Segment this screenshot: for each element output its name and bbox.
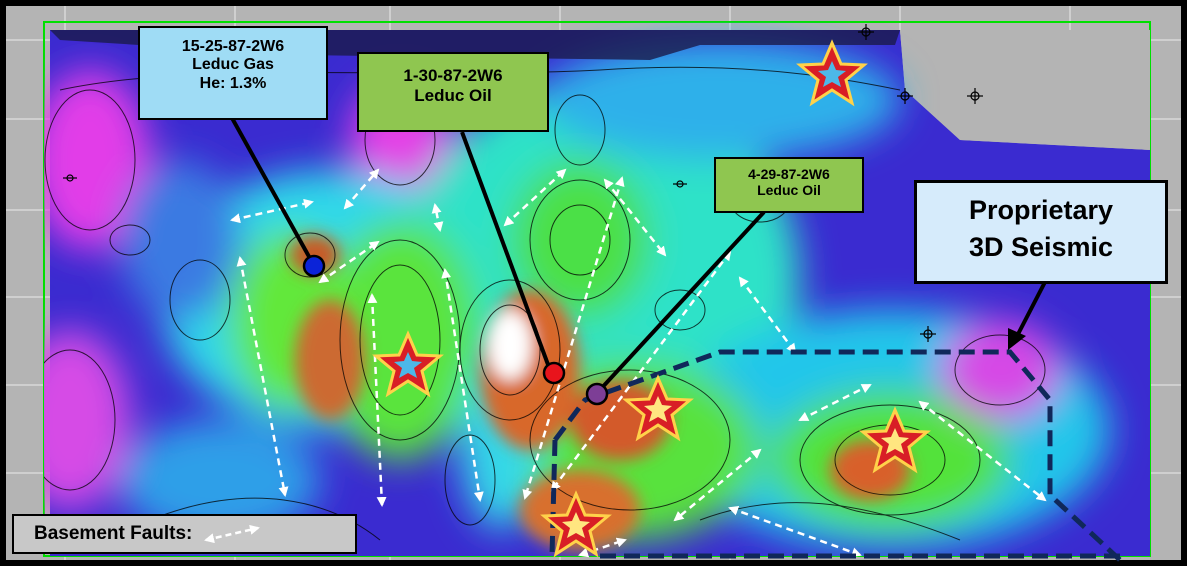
- prospect-stars: [372, 39, 931, 558]
- seismic-leader: [1013, 281, 1047, 341]
- proprietary-seismic-label: Proprietary 3D Seismic: [914, 180, 1168, 284]
- fault-arrow-icon: [204, 524, 261, 544]
- seismic-label-line2: 3D Seismic: [968, 232, 1114, 263]
- basement-fault-arrows: [230, 168, 1047, 558]
- legend-label: Basement Faults:: [34, 523, 193, 544]
- callout-leaders: [230, 117, 766, 394]
- well-name: 1-30-87-2W6: [403, 66, 503, 85]
- well-dot-1-30[interactable]: [542, 361, 566, 385]
- well-dot-15-25[interactable]: [302, 254, 326, 278]
- well-callout-15-25: 15-25-87-2W6 Leduc Gas He: 1.3%: [138, 26, 328, 120]
- well-type: Leduc Oil: [757, 182, 821, 199]
- well-dot-4-29[interactable]: [585, 382, 609, 406]
- well-type: Leduc Gas: [192, 56, 274, 74]
- seismic-survey-outline: [549, 349, 1122, 562]
- legend: Basement Faults:: [12, 514, 357, 554]
- well-extra: He: 1.3%: [199, 74, 267, 92]
- well-callout-4-29: 4-29-87-2W6 Leduc Oil: [714, 157, 864, 213]
- well-symbols: [63, 24, 983, 342]
- well-name: 15-25-87-2W6: [181, 38, 285, 55]
- well-type: Leduc Oil: [414, 85, 492, 105]
- well-name: 4-29-87-2W6: [748, 166, 830, 182]
- seismic-label-line1: Proprietary: [968, 195, 1114, 225]
- well-callout-1-30: 1-30-87-2W6 Leduc Oil: [357, 52, 549, 132]
